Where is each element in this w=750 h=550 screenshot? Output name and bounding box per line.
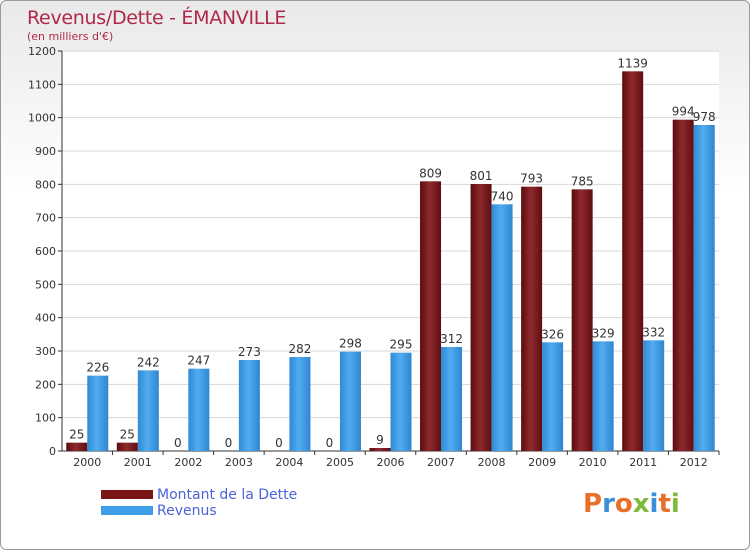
y-tick-label: 0 xyxy=(49,445,56,458)
revenue-bar xyxy=(339,351,361,451)
x-tick-label: 2012 xyxy=(680,456,708,469)
debt-bar xyxy=(66,442,88,451)
revenue-value-label: 226 xyxy=(86,361,109,375)
debt-bar xyxy=(571,189,593,452)
revenue-bar xyxy=(441,347,463,451)
legend-label-revenue: Revenus xyxy=(157,503,217,519)
y-tick-label: 1000 xyxy=(28,112,56,125)
y-tick-label: 900 xyxy=(35,145,56,158)
debt-bar xyxy=(116,442,138,451)
revenue-value-label: 282 xyxy=(288,342,311,356)
x-tick-label: 2011 xyxy=(629,456,657,469)
debt-value-label: 0 xyxy=(275,436,283,450)
revenue-bar xyxy=(390,352,412,451)
debt-value-label: 0 xyxy=(326,436,334,450)
revenue-bar xyxy=(188,368,210,451)
y-tick-label: 800 xyxy=(35,178,56,191)
revenue-bar xyxy=(592,341,614,451)
revenue-value-label: 295 xyxy=(390,338,413,352)
x-tick-label: 2006 xyxy=(377,456,405,469)
y-tick-label: 1200 xyxy=(28,45,56,58)
legend-swatch-debt xyxy=(101,490,153,499)
y-tick-label: 400 xyxy=(35,312,56,325)
revenue-bar xyxy=(542,342,564,451)
y-tick-label: 1100 xyxy=(28,78,56,91)
debt-bar xyxy=(672,119,694,452)
revenue-value-label: 242 xyxy=(137,355,160,369)
revenue-value-label: 740 xyxy=(491,189,514,203)
revenue-bar xyxy=(87,375,109,451)
legend-label-debt: Montant de la Dette xyxy=(157,487,298,503)
revenue-bar xyxy=(238,360,260,451)
x-tick-label: 2010 xyxy=(579,456,607,469)
y-tick-label: 700 xyxy=(35,212,56,225)
y-tick-label: 600 xyxy=(35,245,56,258)
x-tick-label: 2001 xyxy=(124,456,152,469)
revenue-value-label: 273 xyxy=(238,345,261,359)
debt-value-label: 785 xyxy=(571,174,594,188)
y-tick-label: 100 xyxy=(35,412,56,425)
x-tick-label: 2007 xyxy=(427,456,455,469)
revenue-bar xyxy=(137,370,159,451)
chart-title: Revenus/Dette - ÉMANVILLE xyxy=(27,7,287,29)
revenue-value-label: 978 xyxy=(693,110,716,124)
debt-value-label: 25 xyxy=(120,428,135,442)
x-tick-label: 2002 xyxy=(174,456,202,469)
revenue-value-label: 326 xyxy=(541,327,564,341)
debt-value-label: 994 xyxy=(672,105,695,119)
revenue-bar xyxy=(289,357,311,451)
revenue-bar xyxy=(643,340,665,451)
debt-value-label: 0 xyxy=(225,436,233,450)
revenue-value-label: 312 xyxy=(440,332,463,346)
y-tick-label: 200 xyxy=(35,378,56,391)
revenue-bar xyxy=(491,204,513,451)
revenue-value-label: 332 xyxy=(642,325,665,339)
y-tick-label: 300 xyxy=(35,345,56,358)
debt-value-label: 25 xyxy=(69,428,84,442)
proxiti-logo: Proxiti xyxy=(583,489,680,519)
debt-value-label: 9 xyxy=(376,433,384,447)
x-tick-label: 2009 xyxy=(528,456,556,469)
y-tick-label: 500 xyxy=(35,278,56,291)
revenue-bar xyxy=(693,125,715,451)
debt-value-label: 1139 xyxy=(617,56,648,70)
debt-bar xyxy=(420,181,442,452)
revenue-value-label: 298 xyxy=(339,337,362,351)
debt-value-label: 0 xyxy=(174,436,182,450)
legend-swatch-revenue xyxy=(101,506,153,515)
x-tick-label: 2003 xyxy=(225,456,253,469)
chart-subtitle: (en milliers d'€) xyxy=(27,30,114,43)
debt-bar xyxy=(470,184,492,451)
x-tick-label: 2000 xyxy=(73,456,101,469)
debt-value-label: 793 xyxy=(520,172,543,186)
debt-bar xyxy=(369,448,391,451)
revenue-value-label: 247 xyxy=(187,354,210,368)
x-tick-label: 2005 xyxy=(326,456,354,469)
x-tick-label: 2008 xyxy=(478,456,506,469)
debt-bar xyxy=(521,186,543,451)
debt-value-label: 809 xyxy=(419,166,442,180)
revenue-value-label: 329 xyxy=(592,326,615,340)
debt-bar xyxy=(622,71,644,451)
debt-value-label: 801 xyxy=(470,169,493,183)
x-tick-label: 2004 xyxy=(275,456,303,469)
